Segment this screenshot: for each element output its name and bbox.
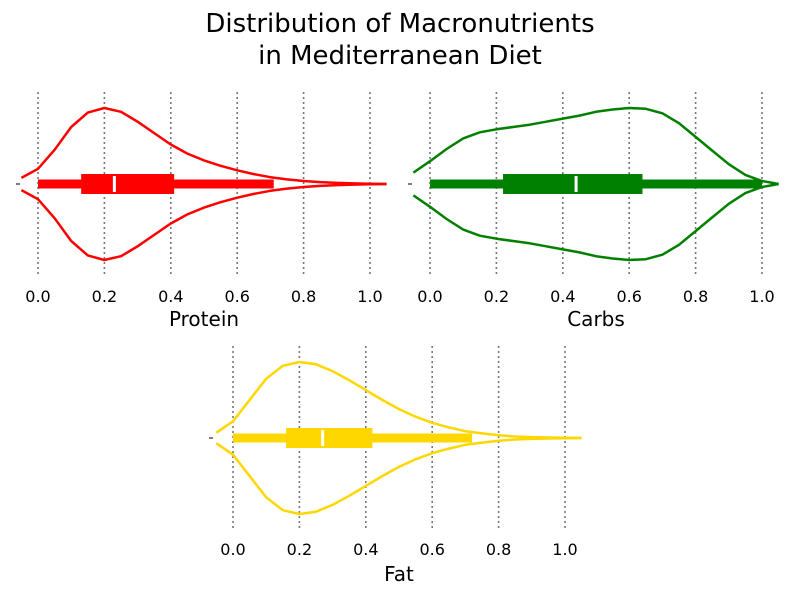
median-protein bbox=[112, 176, 116, 192]
xtick-label-protein-0: 0.0 bbox=[25, 287, 50, 306]
violin-fat-upper bbox=[215, 360, 582, 440]
xtick-label-fat-5: 1.0 bbox=[552, 540, 577, 559]
iqr-box-carbs bbox=[503, 174, 643, 194]
violin-protein-lower bbox=[20, 182, 387, 262]
xtick-label-carbs-1: 0.2 bbox=[484, 287, 509, 306]
xtick-label-fat-0: 0.0 bbox=[220, 540, 245, 559]
chart-title-line-2: in Mediterranean Diet bbox=[258, 41, 542, 71]
xtick-label-protein-3: 0.6 bbox=[224, 287, 249, 306]
xtick-label-protein-5: 1.0 bbox=[357, 287, 382, 306]
xlabel-carbs: Carbs bbox=[567, 307, 625, 331]
iqr-box-protein bbox=[81, 174, 175, 194]
xtick-label-protein-1: 0.2 bbox=[92, 287, 117, 306]
xtick-label-carbs-4: 0.8 bbox=[683, 287, 708, 306]
median-fat bbox=[321, 430, 325, 446]
xtick-label-carbs-0: 0.0 bbox=[417, 287, 442, 306]
xtick-label-fat-2: 0.4 bbox=[353, 540, 378, 559]
xtick-label-protein-2: 0.4 bbox=[158, 287, 183, 306]
violin-panel-carbs: 0.0 0.2 0.4 0.6 0.8 1.0 Carbs bbox=[408, 92, 779, 331]
violin-carbs-lower bbox=[412, 182, 779, 262]
violin-carbs-upper bbox=[412, 106, 779, 186]
median-carbs bbox=[574, 176, 578, 192]
violin-panel-protein: 0.0 0.2 0.4 0.6 0.8 1.0 Protein bbox=[16, 92, 387, 331]
xtick-label-carbs-3: 0.6 bbox=[616, 287, 641, 306]
xtick-label-carbs-2: 0.4 bbox=[550, 287, 575, 306]
iqr-box-fat bbox=[286, 428, 373, 448]
xtick-label-fat-1: 0.2 bbox=[287, 540, 312, 559]
xlabel-fat: Fat bbox=[384, 562, 414, 586]
xtick-label-fat-4: 0.8 bbox=[486, 540, 511, 559]
violin-protein-upper bbox=[20, 106, 387, 186]
xtick-label-fat-3: 0.6 bbox=[419, 540, 444, 559]
violin-fat-lower bbox=[215, 436, 582, 516]
chart-title-line-1: Distribution of Macronutrients bbox=[205, 9, 595, 39]
xtick-label-carbs-5: 1.0 bbox=[749, 287, 774, 306]
xlabel-protein: Protein bbox=[169, 307, 239, 331]
xtick-label-protein-4: 0.8 bbox=[291, 287, 316, 306]
violin-panel-fat: 0.0 0.2 0.4 0.6 0.8 1.0 Fat bbox=[209, 346, 582, 586]
chart-title: Distribution of Macronutrients in Medite… bbox=[0, 8, 800, 72]
